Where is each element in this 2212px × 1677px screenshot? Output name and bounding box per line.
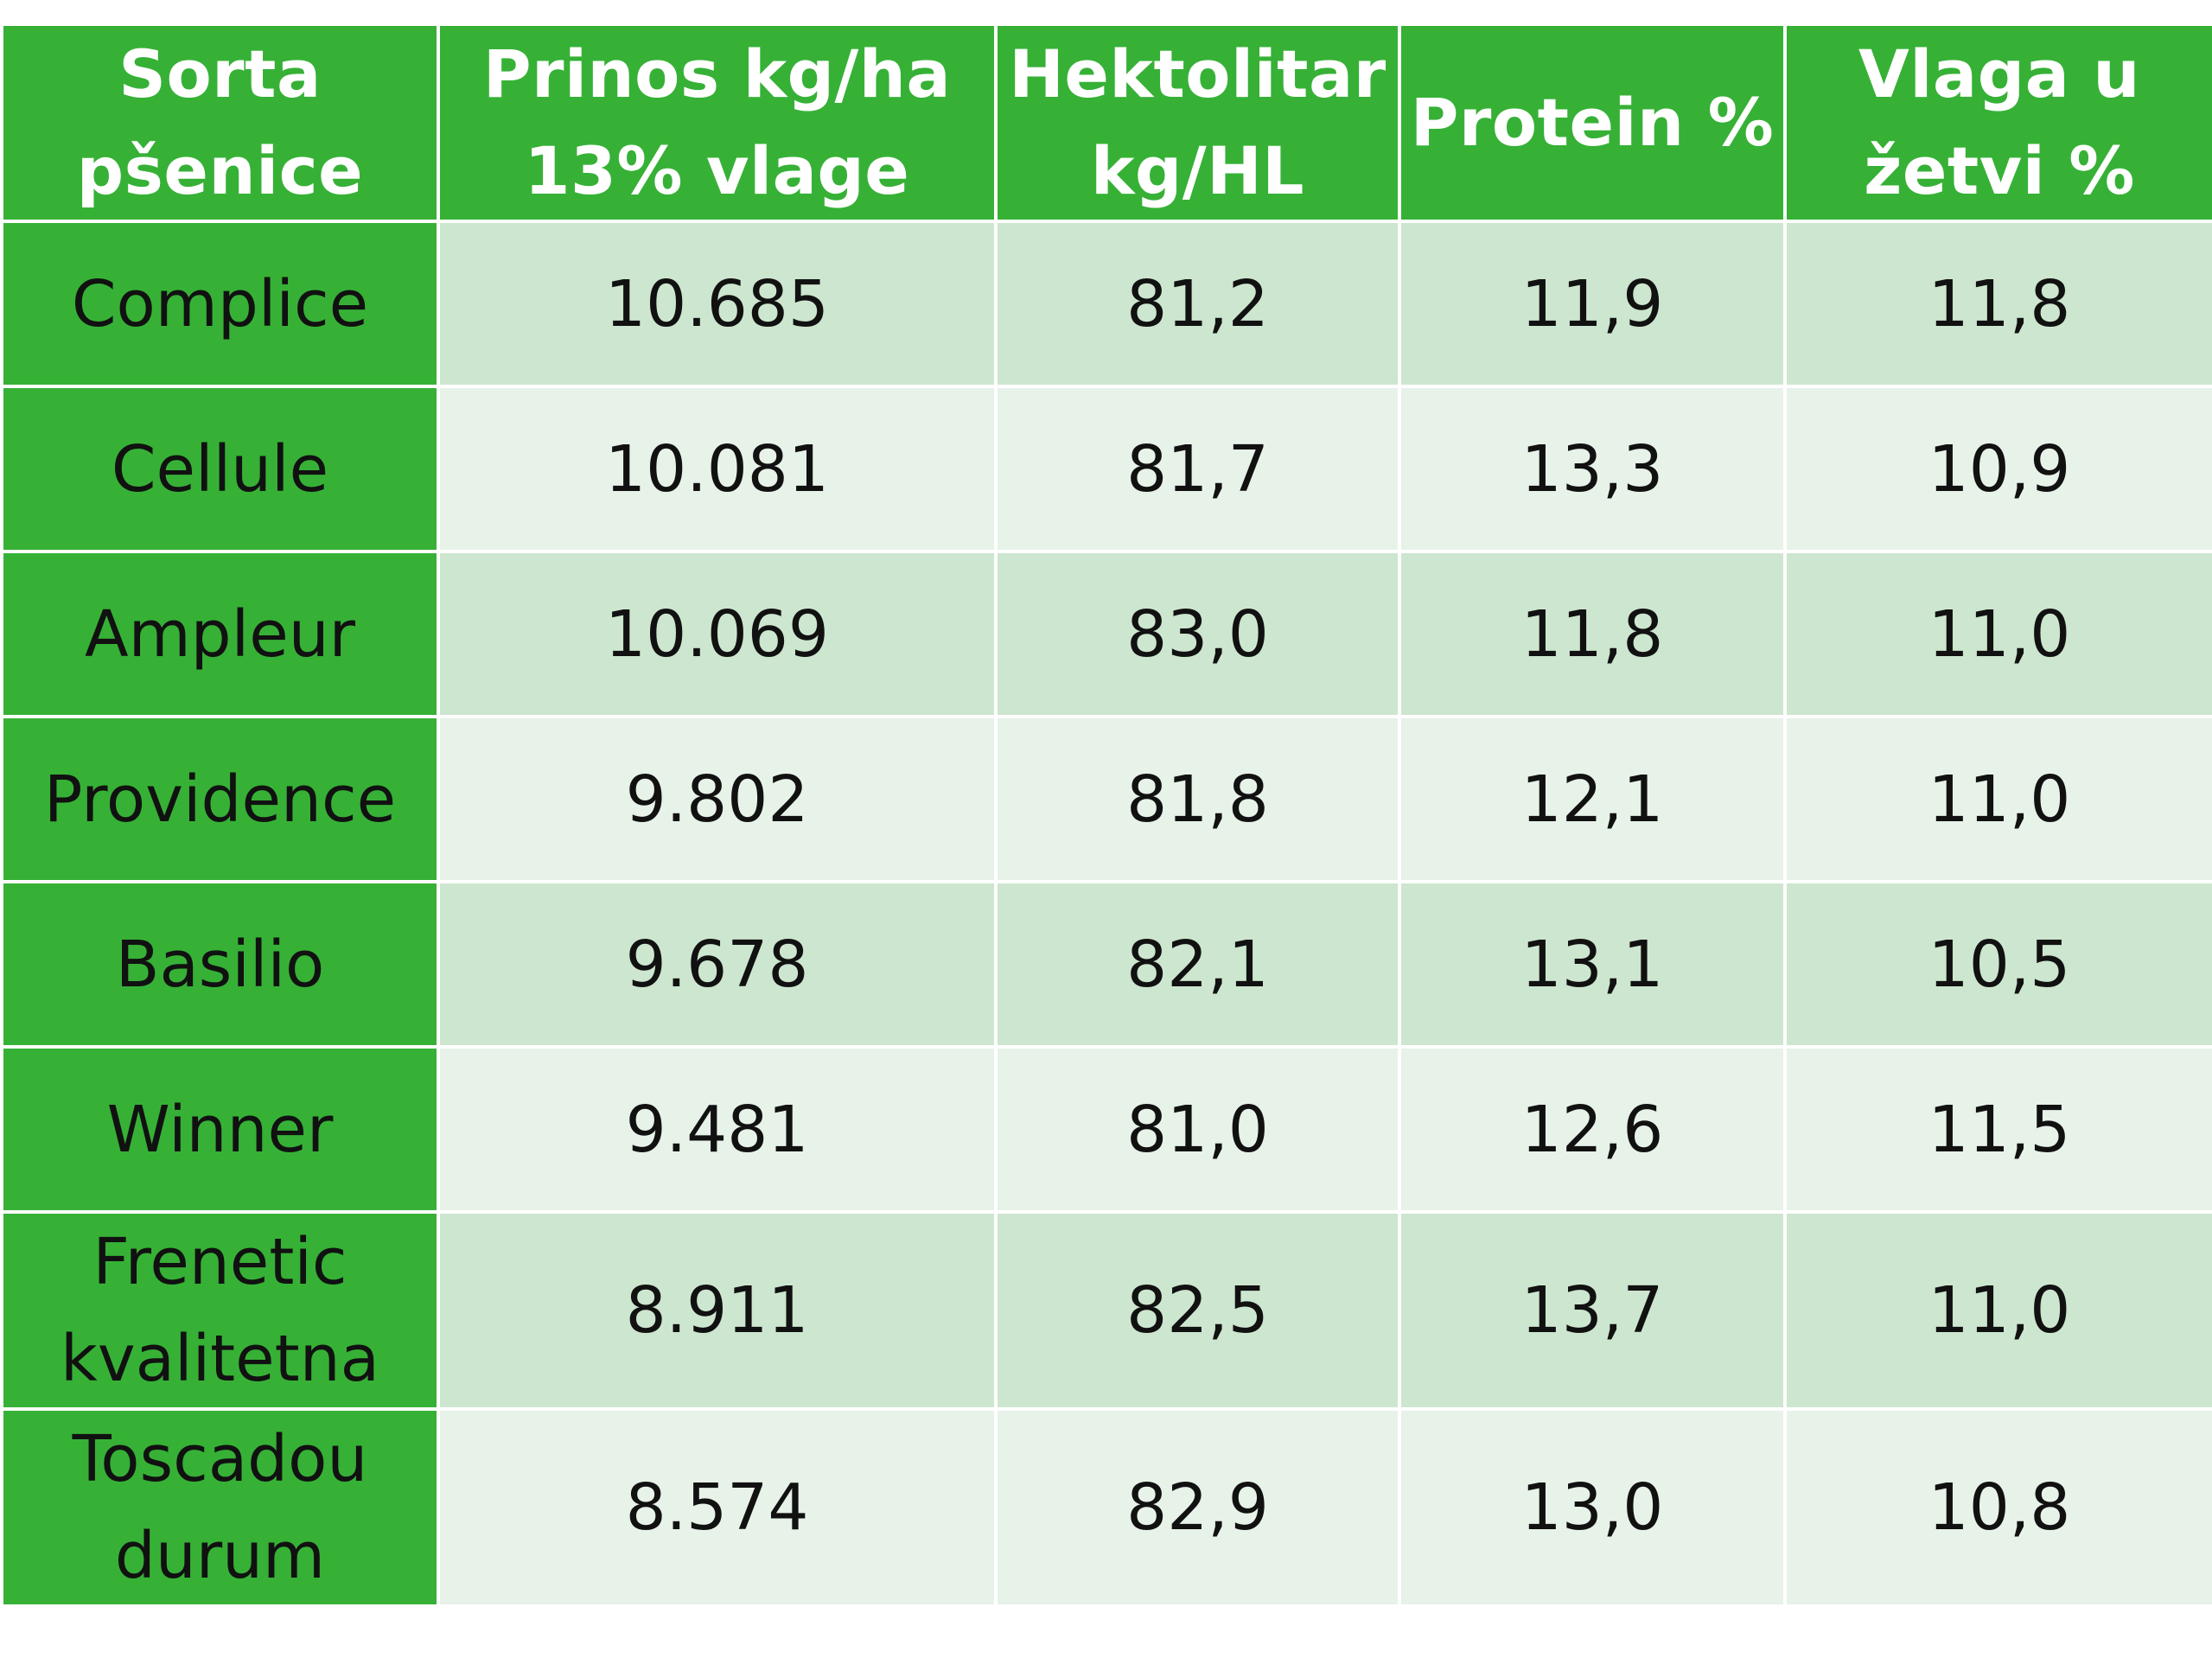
header-hectoliter: Hektolitar kg/HL	[994, 22, 1401, 223]
table-row: Cellule 10.081 81,7 13,3 10,9	[0, 385, 2212, 553]
cell-yield: 9.678	[437, 880, 998, 1049]
header-row: Sorta pšenice Prinos kg/ha 13% vlage Hek…	[0, 22, 2212, 223]
table-header: Sorta pšenice Prinos kg/ha 13% vlage Hek…	[0, 22, 2212, 223]
cell-variety: Cellule	[0, 385, 440, 553]
table-row: Frenetic kvalitetna 8.911 82,5 13,7 11,0	[0, 1210, 2212, 1411]
table-row: Complice 10.685 81,2 11,9 11,8	[0, 220, 2212, 388]
header-protein: Protein %	[1398, 22, 1787, 223]
header-variety: Sorta pšenice	[0, 22, 440, 223]
cell-protein: 11,9	[1398, 220, 1787, 388]
cell-hectoliter: 82,9	[994, 1407, 1401, 1608]
cell-yield: 8.574	[437, 1407, 998, 1608]
cell-hectoliter: 82,1	[994, 880, 1401, 1049]
cell-yield: 9.481	[437, 1045, 998, 1214]
table-row: Providence 9.802 81,8 12,1 11,0	[0, 715, 2212, 883]
cell-harvest-moisture: 11,8	[1783, 220, 2212, 388]
cell-protein: 12,1	[1398, 715, 1787, 883]
table-body: Complice 10.685 81,2 11,9 11,8 Cellule 1…	[0, 220, 2212, 1608]
header-harvest-moisture: Vlaga u žetvi %	[1783, 22, 2212, 223]
cell-variety: Toscadou durum	[0, 1407, 440, 1608]
cell-protein: 13,0	[1398, 1407, 1787, 1608]
table-row: Ampleur 10.069 83,0 11,8 11,0	[0, 550, 2212, 718]
cell-yield: 10.069	[437, 550, 998, 718]
cell-hectoliter: 81,0	[994, 1045, 1401, 1214]
cell-hectoliter: 82,5	[994, 1210, 1401, 1411]
cell-variety: Ampleur	[0, 550, 440, 718]
cell-harvest-moisture: 11,5	[1783, 1045, 2212, 1214]
cell-harvest-moisture: 11,0	[1783, 1210, 2212, 1411]
cell-protein: 13,1	[1398, 880, 1787, 1049]
cell-yield: 9.802	[437, 715, 998, 883]
wheat-variety-table-container: Sorta pšenice Prinos kg/ha 13% vlage Hek…	[0, 22, 2212, 1608]
cell-harvest-moisture: 11,0	[1783, 715, 2212, 883]
cell-protein: 13,7	[1398, 1210, 1787, 1411]
header-yield: Prinos kg/ha 13% vlage	[437, 22, 998, 223]
cell-harvest-moisture: 11,0	[1783, 550, 2212, 718]
table-row: Toscadou durum 8.574 82,9 13,0 10,8	[0, 1407, 2212, 1608]
table-row: Basilio 9.678 82,1 13,1 10,5	[0, 880, 2212, 1049]
cell-variety: Complice	[0, 220, 440, 388]
cell-yield: 10.685	[437, 220, 998, 388]
cell-hectoliter: 81,2	[994, 220, 1401, 388]
cell-variety: Providence	[0, 715, 440, 883]
cell-harvest-moisture: 10,5	[1783, 880, 2212, 1049]
cell-protein: 12,6	[1398, 1045, 1787, 1214]
cell-hectoliter: 81,7	[994, 385, 1401, 553]
cell-hectoliter: 81,8	[994, 715, 1401, 883]
cell-harvest-moisture: 10,9	[1783, 385, 2212, 553]
table-row: Winner 9.481 81,0 12,6 11,5	[0, 1045, 2212, 1214]
cell-protein: 11,8	[1398, 550, 1787, 718]
cell-hectoliter: 83,0	[994, 550, 1401, 718]
cell-harvest-moisture: 10,8	[1783, 1407, 2212, 1608]
cell-variety: Winner	[0, 1045, 440, 1214]
cell-yield: 8.911	[437, 1210, 998, 1411]
wheat-variety-table: Sorta pšenice Prinos kg/ha 13% vlage Hek…	[0, 22, 2212, 1608]
cell-variety: Basilio	[0, 880, 440, 1049]
cell-protein: 13,3	[1398, 385, 1787, 553]
cell-yield: 10.081	[437, 385, 998, 553]
cell-variety: Frenetic kvalitetna	[0, 1210, 440, 1411]
